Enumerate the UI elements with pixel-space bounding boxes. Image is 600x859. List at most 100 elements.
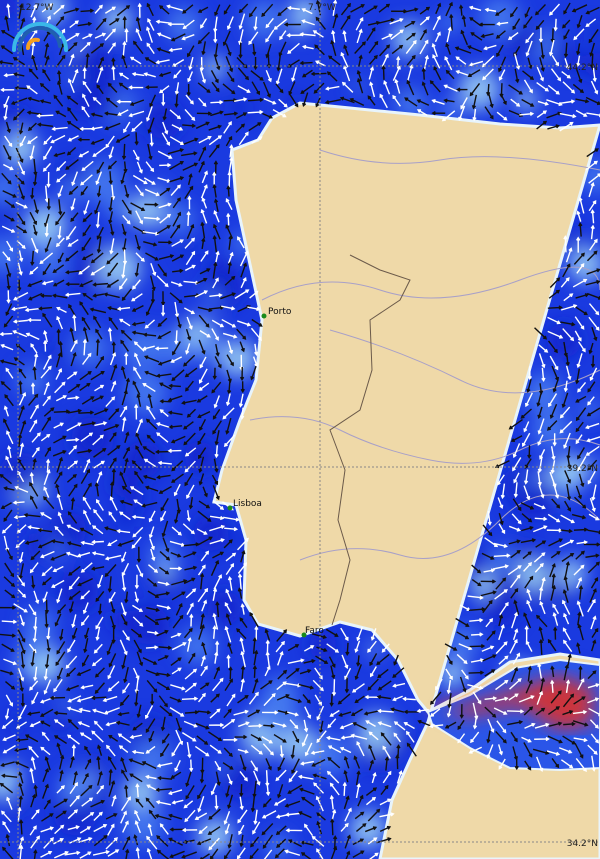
current-arrow — [590, 224, 595, 240]
current-arrow — [550, 551, 561, 559]
current-arrow — [78, 707, 91, 713]
current-arrow — [379, 825, 392, 833]
current-arrow — [42, 395, 51, 407]
current-arrow — [201, 599, 208, 612]
current-arrow — [512, 498, 522, 512]
current-arrow — [96, 226, 104, 240]
current-arrow — [585, 18, 597, 28]
current-arrow — [30, 650, 35, 667]
current-arrow — [575, 98, 590, 104]
current-arrow — [213, 43, 219, 59]
current-arrow — [97, 744, 103, 756]
current-arrow — [42, 68, 51, 82]
current-arrow — [115, 134, 130, 143]
current-arrow — [145, 252, 159, 261]
current-arrow — [583, 542, 600, 547]
current-arrow — [495, 730, 507, 744]
current-arrow — [5, 455, 14, 471]
current-arrow — [496, 474, 505, 486]
current-arrow — [143, 72, 156, 78]
current-arrow — [93, 315, 102, 329]
current-arrow — [229, 144, 234, 158]
current-arrow — [562, 81, 576, 94]
current-arrow — [224, 823, 230, 835]
current-arrow — [79, 279, 93, 288]
wave-arc-logo — [12, 22, 68, 52]
current-arrow — [46, 172, 51, 189]
current-arrow — [284, 800, 301, 808]
current-arrow — [587, 683, 600, 689]
current-arrow — [590, 355, 596, 369]
current-arrow — [181, 851, 197, 859]
lat-label: 34.2°N — [567, 839, 598, 849]
current-arrow — [5, 681, 16, 690]
current-arrow — [562, 709, 574, 716]
current-arrow — [435, 2, 442, 15]
current-arrow — [162, 108, 168, 121]
current-arrow — [431, 99, 445, 105]
current-arrow — [31, 446, 40, 458]
current-arrow — [226, 71, 235, 83]
current-arrow — [536, 66, 544, 82]
current-arrow — [17, 183, 25, 201]
current-arrow — [95, 328, 103, 340]
current-arrow — [301, 69, 313, 78]
current-arrow — [157, 317, 168, 327]
current-arrow — [70, 198, 76, 211]
current-arrow — [211, 328, 219, 341]
current-arrow — [341, 81, 354, 93]
current-arrow — [93, 509, 104, 522]
current-arrow — [169, 136, 185, 146]
current-arrow — [108, 211, 113, 225]
current-arrow — [591, 755, 596, 772]
current-arrow — [240, 603, 245, 615]
current-arrow — [354, 811, 365, 820]
current-arrow — [70, 212, 79, 223]
current-arrow — [315, 655, 329, 664]
current-arrow — [121, 485, 132, 494]
current-arrow — [228, 235, 233, 250]
current-arrow — [67, 639, 76, 653]
city-lisboa[interactable]: Lisboa — [227, 499, 262, 511]
current-arrow — [225, 43, 232, 57]
current-arrow — [16, 575, 25, 587]
current-arrow — [261, 3, 274, 17]
current-arrow — [122, 40, 127, 57]
current-arrow — [6, 240, 14, 252]
current-arrow — [37, 527, 53, 533]
current-arrow — [211, 474, 219, 486]
current-arrow — [384, 756, 390, 771]
current-arrow — [27, 292, 43, 301]
current-arrow — [53, 710, 68, 716]
current-arrow — [169, 161, 185, 171]
current-arrow — [500, 94, 507, 106]
current-arrow — [161, 132, 171, 147]
current-arrow — [159, 162, 172, 168]
current-arrow — [6, 430, 14, 445]
current-arrow — [392, 65, 401, 81]
current-arrow — [223, 516, 240, 522]
current-arrow — [573, 28, 585, 41]
current-arrow — [507, 32, 519, 41]
current-arrow — [513, 599, 520, 615]
current-arrow — [330, 665, 336, 680]
current-arrow — [523, 469, 529, 485]
current-arrow — [337, 693, 351, 705]
current-arrow — [81, 160, 94, 172]
current-arrow — [313, 782, 325, 794]
current-arrow — [225, 785, 231, 798]
city-faro[interactable]: Faro — [301, 626, 325, 638]
current-arrow — [66, 541, 82, 547]
current-arrow — [144, 485, 159, 492]
current-arrow — [223, 4, 231, 15]
current-arrow — [497, 497, 504, 510]
current-arrow — [120, 757, 128, 773]
current-arrow — [514, 758, 519, 771]
city-porto[interactable]: Porto — [261, 307, 292, 319]
current-arrow — [212, 234, 218, 253]
current-arrow — [525, 640, 533, 652]
current-arrow — [32, 224, 38, 236]
current-arrow — [461, 669, 469, 680]
